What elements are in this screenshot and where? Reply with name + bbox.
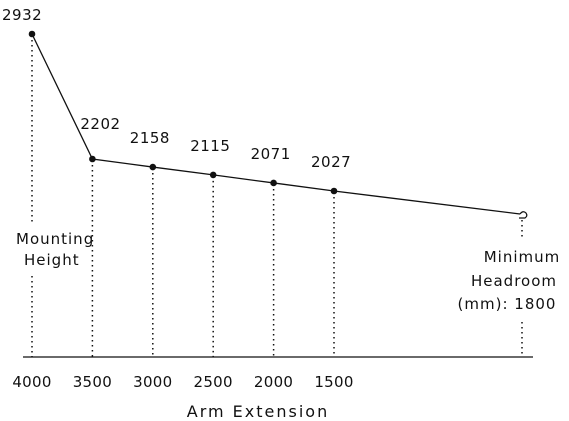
x-tick-1500: 1500 bbox=[314, 373, 353, 391]
x-tick-labels: 4000 3500 3000 2500 2000 1500 bbox=[12, 373, 353, 391]
value-label-2932: 2932 bbox=[2, 6, 42, 24]
minimum-headroom-label-line2: Headroom bbox=[471, 272, 557, 290]
vertical-guides bbox=[31, 40, 523, 357]
data-point-2158 bbox=[149, 163, 157, 171]
value-label-2071: 2071 bbox=[251, 145, 291, 163]
x-tick-2000: 2000 bbox=[254, 373, 293, 391]
data-point-2115 bbox=[209, 171, 217, 179]
x-tick-2500: 2500 bbox=[194, 373, 233, 391]
minimum-headroom-label-line1: Minimum bbox=[484, 248, 561, 266]
value-label-2158: 2158 bbox=[130, 129, 170, 147]
value-label-2202: 2202 bbox=[80, 115, 120, 133]
x-tick-3000: 3000 bbox=[133, 373, 172, 391]
x-tick-3500: 3500 bbox=[73, 373, 112, 391]
data-point-2932 bbox=[28, 30, 36, 38]
data-point-2071 bbox=[270, 179, 277, 187]
minimum-headroom-marker bbox=[519, 211, 528, 219]
data-points bbox=[28, 30, 528, 219]
x-axis-title: Arm Extension bbox=[187, 402, 329, 421]
data-point-2202 bbox=[89, 155, 96, 163]
x-tick-4000: 4000 bbox=[12, 373, 51, 391]
minimum-headroom-label-line3: (mm): 1800 bbox=[458, 295, 557, 313]
mounting-height-label-line1: Mounting bbox=[16, 230, 94, 248]
value-labels: 2932 2202 2158 2115 2071 2027 bbox=[2, 6, 351, 171]
value-label-2115: 2115 bbox=[190, 137, 230, 155]
data-point-2027 bbox=[330, 187, 338, 195]
mounting-height-label-line2: Height bbox=[24, 251, 80, 269]
value-label-2027: 2027 bbox=[311, 153, 351, 171]
